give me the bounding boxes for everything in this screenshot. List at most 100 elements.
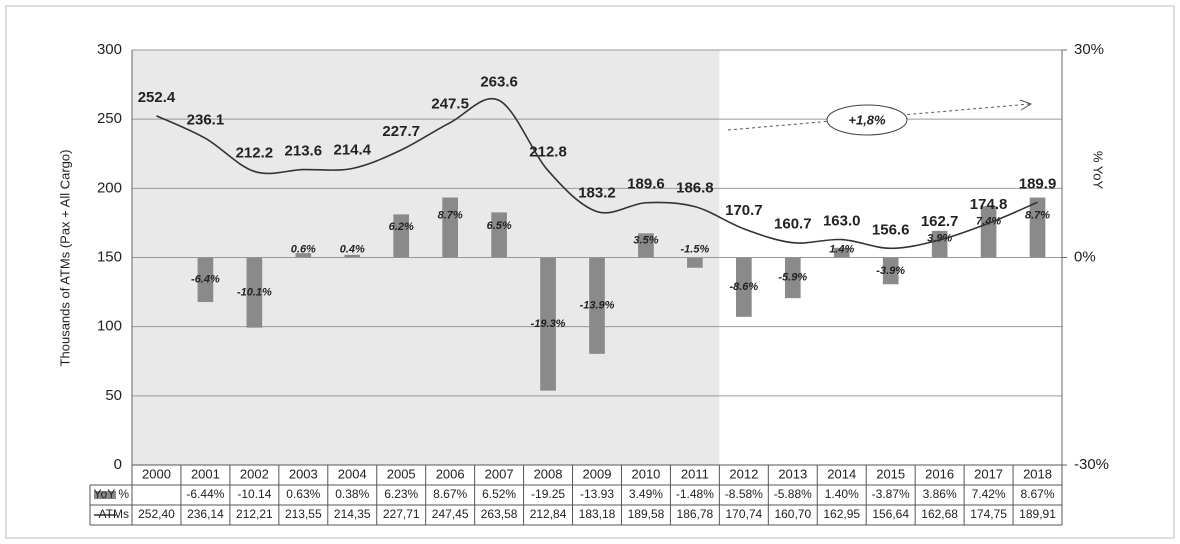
bar-label: -3.9% xyxy=(876,265,905,277)
table-cell: 8.67% xyxy=(433,487,467,501)
annotation: +1,8% xyxy=(848,112,886,127)
x-tick-label: 2017 xyxy=(974,466,1003,481)
legend-label: ATMs xyxy=(99,507,129,521)
table-cell: 0.63% xyxy=(286,487,320,501)
line-label: 212.2 xyxy=(236,144,274,161)
legend-swatch xyxy=(94,491,116,499)
line-label: 227.7 xyxy=(382,123,420,140)
table-cell: -10.14 xyxy=(237,487,271,501)
table-cell: 3.86% xyxy=(923,487,957,501)
bar xyxy=(931,230,948,258)
bar-label: 7.4% xyxy=(976,215,1001,227)
x-tick-label: 2003 xyxy=(289,466,318,481)
line-label: 212.8 xyxy=(529,144,567,161)
bar-label: 6.2% xyxy=(389,221,414,233)
x-tick-label: 2012 xyxy=(729,466,758,481)
x-tick-label: 2005 xyxy=(387,466,416,481)
bar xyxy=(833,247,850,258)
table-cell: 174,75 xyxy=(970,507,1007,521)
bar xyxy=(1029,197,1046,258)
line-label: 162.7 xyxy=(921,213,959,230)
bar-label: -13.9% xyxy=(580,300,615,312)
table-cell: -8.58% xyxy=(725,487,763,501)
table-cell: 227,71 xyxy=(383,507,420,521)
bar-label: 8.7% xyxy=(438,209,463,221)
line-label: 214.4 xyxy=(333,141,371,158)
bar xyxy=(344,254,361,258)
x-tick-label: 2016 xyxy=(925,466,954,481)
line-label: 186.8 xyxy=(676,180,714,197)
bar xyxy=(246,257,263,328)
table-cell: 7.42% xyxy=(972,487,1006,501)
y-tick-label: 300 xyxy=(97,41,122,58)
table-cell: 183,18 xyxy=(579,507,616,521)
table-cell: 162,95 xyxy=(823,507,860,521)
table-cell: 162,68 xyxy=(921,507,958,521)
x-tick-label: 2001 xyxy=(191,466,220,481)
bar xyxy=(442,197,458,258)
y-tick-label: 200 xyxy=(97,179,122,196)
table-cell: -5.88% xyxy=(774,487,812,501)
table-cell: 212,84 xyxy=(530,507,567,521)
bar xyxy=(197,257,214,303)
table-cell: 160,70 xyxy=(774,507,811,521)
line-label: 156.6 xyxy=(872,221,910,238)
table-cell: 236,14 xyxy=(187,507,224,521)
line-label: 247.5 xyxy=(431,96,469,113)
line-label: 174.8 xyxy=(970,196,1008,213)
bar-label: 0.6% xyxy=(291,243,316,255)
table-cell: 214,35 xyxy=(334,507,371,521)
bar-label: -6.4% xyxy=(191,274,220,286)
bar xyxy=(687,257,703,268)
frame xyxy=(5,5,1175,539)
line-label: 252.4 xyxy=(138,89,176,106)
y-tick-label: 250 xyxy=(97,110,122,127)
line-label: 160.7 xyxy=(774,216,812,233)
table-cell: -6.44% xyxy=(186,487,224,501)
table-cell: -1.48% xyxy=(676,487,714,501)
table-cell: 3.49% xyxy=(629,487,663,501)
y-axis-label: Thousands of ATMs (Pax + All Cargo) xyxy=(57,150,72,367)
bar xyxy=(784,257,801,299)
y-tick-label: 50 xyxy=(105,387,122,404)
y-tick-label: 150 xyxy=(97,248,122,265)
table-cell: 1.40% xyxy=(825,487,859,501)
bar xyxy=(393,214,410,258)
bar xyxy=(540,257,556,391)
bar xyxy=(882,257,899,285)
line-label: 163.0 xyxy=(823,213,861,230)
line-label: 213.6 xyxy=(285,143,323,160)
y2-tick-label: 0% xyxy=(1074,248,1096,265)
bar xyxy=(638,233,654,258)
bar-label: 8.7% xyxy=(1025,209,1050,221)
trend-arrowhead xyxy=(1019,99,1033,111)
x-tick-label: 2018 xyxy=(1023,466,1052,481)
bar xyxy=(589,257,605,354)
table-cell: 0.38% xyxy=(335,487,369,501)
y-tick-label: 0 xyxy=(114,456,122,473)
table-cell: 189,91 xyxy=(1019,507,1056,521)
x-tick-label: 2011 xyxy=(681,466,709,481)
x-tick-label: 2008 xyxy=(534,466,563,481)
line-label: 189.9 xyxy=(1019,175,1057,192)
x-tick-label: 2013 xyxy=(778,466,807,481)
bar-label: -19.3% xyxy=(531,318,566,330)
bar xyxy=(736,257,752,317)
legend-label: YoY % xyxy=(94,487,130,501)
table-cell: 8.67% xyxy=(1021,487,1055,501)
table-cell: 186,78 xyxy=(677,507,714,521)
bar-label: -1.5% xyxy=(681,243,710,255)
y2-tick-label: 30% xyxy=(1074,41,1104,58)
table-cell: 263,58 xyxy=(481,507,518,521)
bar-label: 6.5% xyxy=(487,220,512,232)
table-cell: 189,58 xyxy=(628,507,665,521)
y2-tick-label: -30% xyxy=(1074,456,1109,473)
line-label: 189.6 xyxy=(627,176,665,193)
bar-label: 3.5% xyxy=(633,235,658,247)
bar xyxy=(295,253,312,258)
bar-label: -8.6% xyxy=(729,281,758,293)
bar-label: 1.4% xyxy=(829,243,854,255)
table-cell: 252,40 xyxy=(138,507,175,521)
bar-label: -5.9% xyxy=(778,272,807,284)
line-label: 183.2 xyxy=(578,185,616,202)
